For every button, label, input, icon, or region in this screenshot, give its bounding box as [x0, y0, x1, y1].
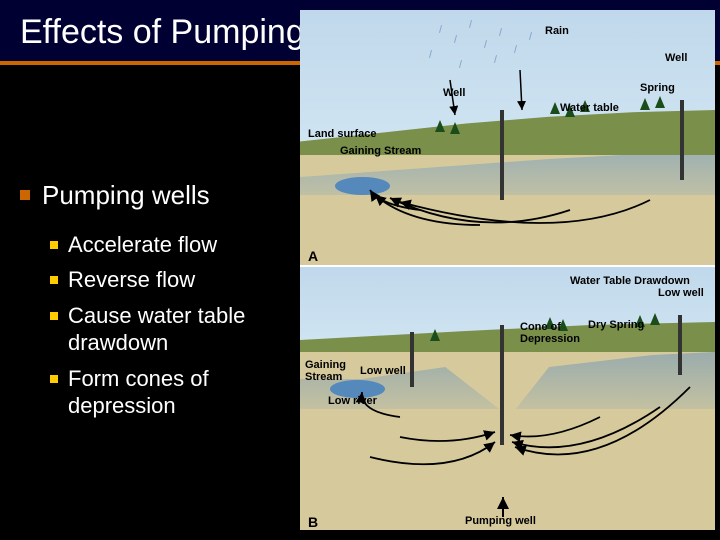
cone-label: Cone ofDepression — [520, 321, 580, 345]
bullet-sub-icon — [50, 375, 58, 383]
low-well-label: Low well — [658, 287, 704, 299]
bullet-sub-icon — [50, 276, 58, 284]
drawdown-label: Water Table Drawdown — [570, 275, 690, 287]
low-well-label-2: Low well — [360, 365, 406, 377]
well-icon — [500, 110, 504, 200]
list-item: Form cones of depression — [50, 365, 290, 420]
tree-icon — [650, 313, 660, 325]
tree-icon — [640, 98, 650, 110]
pumping-well-label: Pumping well — [465, 515, 536, 527]
well-label-a: Well — [443, 87, 465, 99]
list-item: Accelerate flow — [50, 231, 290, 259]
list-item: Reverse flow — [50, 266, 290, 294]
panel-a-label: A — [308, 248, 318, 264]
rain-label: Rain — [545, 25, 569, 37]
water-table-label: Water table — [560, 102, 619, 114]
dry-spring-label: Dry Spring — [588, 319, 644, 331]
river — [335, 177, 390, 195]
bullet-sub-icon — [50, 312, 58, 320]
list-item: Cause water table drawdown — [50, 302, 290, 357]
item-text: Reverse flow — [68, 266, 195, 294]
tree-icon — [435, 120, 445, 132]
diagram: Rain Well Spring Water table Land surfac… — [300, 10, 715, 530]
item-text: Form cones of depression — [68, 365, 290, 420]
panel-b-label: B — [308, 514, 318, 530]
panel-a: Rain Well Spring Water table Land surfac… — [300, 10, 715, 265]
bullet-main-icon — [20, 190, 30, 200]
text-content: Pumping wells Accelerate flow Reverse fl… — [0, 65, 300, 420]
tree-icon — [430, 329, 440, 341]
item-text: Accelerate flow — [68, 231, 217, 259]
tree-icon — [655, 96, 665, 108]
well-label: Well — [665, 52, 687, 64]
panel-b: Water Table Drawdown Low well Cone ofDep… — [300, 267, 715, 530]
heading-text: Pumping wells — [42, 180, 210, 211]
gaining-stream-label-b: GainingStream — [305, 359, 346, 383]
item-text: Cause water table drawdown — [68, 302, 290, 357]
bullet-list: Accelerate flow Reverse flow Cause water… — [20, 231, 290, 420]
low-river-label: Low river — [328, 395, 377, 407]
land-surface-label: Land surface — [308, 128, 376, 140]
tree-icon — [550, 102, 560, 114]
pumping-well-icon — [500, 325, 504, 445]
well-icon — [410, 332, 414, 387]
well-icon — [680, 100, 684, 180]
tree-icon — [450, 122, 460, 134]
bullet-sub-icon — [50, 241, 58, 249]
spring-label: Spring — [640, 82, 675, 94]
gaining-stream-label: Gaining Stream — [340, 145, 421, 157]
main-heading: Pumping wells — [20, 180, 290, 211]
well-icon — [678, 315, 682, 375]
